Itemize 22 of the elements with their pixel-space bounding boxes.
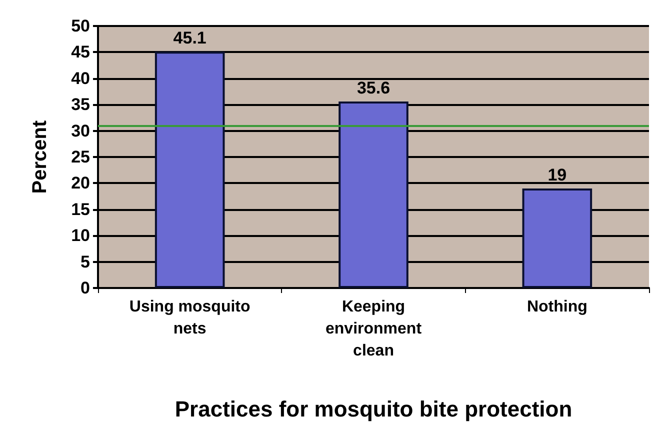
y-tick-label: 5 <box>80 252 90 272</box>
data-label: 45.1 <box>173 28 206 48</box>
x-tick-label: Keeping environment clean <box>325 298 422 360</box>
y-tick-label: 45 <box>71 42 90 62</box>
bar <box>522 188 592 288</box>
bar <box>154 52 225 288</box>
data-label: 35.6 <box>356 78 390 98</box>
data-label: 19 <box>548 165 567 184</box>
y-tick-label: 10 <box>71 226 90 246</box>
y-tick-label: 0 <box>80 278 90 298</box>
y-tick-label: 15 <box>71 200 90 219</box>
x-tick-label: Using mosquito nets <box>129 298 250 338</box>
y-tick-label: 35 <box>71 95 90 114</box>
x-axis-title: Practices for mosquito bite protection <box>174 396 572 422</box>
y-tick-label: 20 <box>71 174 90 193</box>
y-tick-label: 30 <box>71 121 90 140</box>
y-axis-title: Percent <box>29 120 51 194</box>
y-tick-label: 40 <box>71 68 90 88</box>
y-tick-label: 50 <box>71 16 90 36</box>
x-tick-label: Nothing <box>526 298 588 316</box>
y-tick-label: 25 <box>71 148 90 166</box>
bar <box>338 101 408 288</box>
